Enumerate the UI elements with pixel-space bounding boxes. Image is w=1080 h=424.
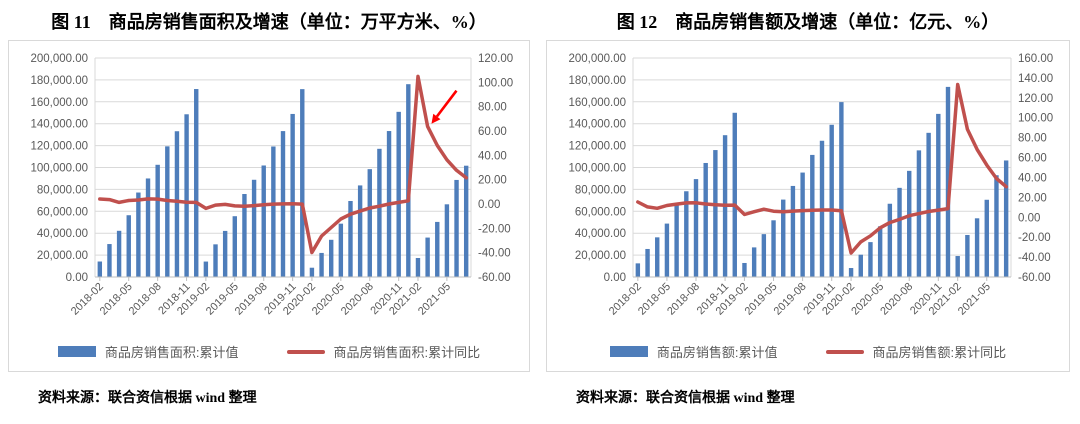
svg-text:120,000.00: 120,000.00 (30, 141, 88, 153)
figure-11-source-note: 资料来源：联合资信根据 wind 整理 (38, 391, 257, 406)
right-axis-labels: 160.00 140.00 120.00 100.00 80.00 60.00 40.00 2… (1018, 53, 1053, 284)
svg-text:-60.00: -60.00 (1018, 272, 1051, 284)
legend-item-yoy-growth: 商品房销售额:累计同比 (825, 342, 1007, 361)
svg-text:140,000.00: 140,000.00 (30, 119, 88, 131)
legend-label: 商品房销售额:累计同比 (872, 345, 1007, 360)
svg-text:140.00: 140.00 (1018, 73, 1053, 85)
figure-12: 图 12 商品房销售额及增速（单位：亿元、%） 200,000.00 180,00… (546, 4, 1070, 407)
svg-text:160,000.00: 160,000.00 (30, 97, 88, 109)
svg-text:-20.00: -20.00 (478, 223, 511, 235)
svg-text:2019-08: 2019-08 (772, 281, 809, 318)
yoy-trend-line (636, 82, 1008, 255)
bar-series-swatch (609, 346, 648, 357)
svg-text:-60.00: -60.00 (478, 272, 511, 284)
annotation-arrow (431, 89, 458, 124)
svg-text:80,000.00: 80,000.00 (575, 184, 626, 196)
bar-series-swatch (57, 346, 96, 357)
legend-label: 商品房销售面积:累计值 (104, 345, 239, 360)
figure-12-source-note: 资料来源：联合资信根据 wind 整理 (576, 391, 795, 406)
svg-text:2020-08: 2020-08 (339, 281, 376, 318)
svg-text:40,000.00: 40,000.00 (575, 228, 626, 240)
svg-text:40.00: 40.00 (478, 150, 507, 162)
legend-label: 商品房销售额:累计值 (656, 345, 778, 360)
svg-text:120.00: 120.00 (1018, 93, 1053, 105)
svg-text:60,000.00: 60,000.00 (575, 206, 626, 218)
svg-text:180,000.00: 180,000.00 (568, 75, 626, 87)
svg-text:120,000.00: 120,000.00 (568, 141, 626, 153)
left-axis-labels: 200,000.00 180,000.00 160,000.00 140,000.00… (568, 53, 626, 284)
svg-text:160,000.00: 160,000.00 (568, 97, 626, 109)
svg-text:20.00: 20.00 (1018, 192, 1047, 204)
figure-11-chart-box: 200,000.00 180,000.00 160,000.00 140,000.00… (8, 40, 530, 372)
x-axis-labels: 2018-022018-052018-082018-112019-022019-… (607, 281, 993, 318)
svg-text:100.00: 100.00 (1018, 113, 1053, 125)
svg-text:0.00: 0.00 (478, 199, 500, 211)
svg-text:100,000.00: 100,000.00 (568, 163, 626, 175)
svg-text:60,000.00: 60,000.00 (37, 206, 88, 218)
svg-text:100.00: 100.00 (478, 77, 513, 89)
svg-text:60.00: 60.00 (478, 126, 507, 138)
figure-11: 图 11 商品房销售面积及增速（单位：万平方米、%） 200,000.00 180… (8, 4, 530, 407)
sales-amount-chart-canvas: 200,000.00 180,000.00 160,000.00 140,000.00… (568, 53, 1053, 318)
figure-11-title: 图 11 商品房销售面积及增速（单位：万平方米、%） (51, 12, 487, 32)
svg-text:20,000.00: 20,000.00 (575, 250, 626, 262)
x-axis-labels: 2018-022018-052018-082018-112019-022019-… (69, 281, 453, 318)
svg-text:-40.00: -40.00 (478, 248, 511, 260)
svg-text:0.00: 0.00 (1018, 212, 1040, 224)
svg-text:2021-05: 2021-05 (416, 281, 453, 318)
svg-text:60.00: 60.00 (1018, 153, 1047, 165)
svg-text:100,000.00: 100,000.00 (30, 163, 88, 175)
legend-label: 商品房销售面积:累计同比 (333, 345, 481, 360)
svg-text:2021-05: 2021-05 (956, 281, 993, 318)
left-axis-labels: 200,000.00 180,000.00 160,000.00 140,000.00… (30, 53, 88, 284)
svg-text:0.00: 0.00 (66, 272, 88, 284)
legend-item-cumulative-value: 商品房销售面积:累计值 (57, 342, 239, 361)
svg-text:20.00: 20.00 (478, 175, 507, 187)
svg-text:80.00: 80.00 (1018, 133, 1047, 145)
svg-text:2018-08: 2018-08 (665, 281, 702, 318)
bar-series (635, 86, 1009, 277)
svg-text:200,000.00: 200,000.00 (568, 53, 626, 65)
svg-text:40.00: 40.00 (1018, 172, 1047, 184)
svg-text:20,000.00: 20,000.00 (37, 250, 88, 262)
svg-text:180,000.00: 180,000.00 (30, 75, 88, 87)
x-axis (633, 276, 1011, 281)
svg-text:-20.00: -20.00 (1018, 232, 1051, 244)
figure-12-legend: 商品房销售额:累计值 商品房销售额:累计同比 (547, 342, 1069, 361)
figure-12-title: 图 12 商品房销售额及增速（单位：亿元、%） (616, 12, 1000, 32)
x-axis (95, 276, 471, 281)
svg-text:2018-08: 2018-08 (127, 281, 164, 318)
yoy-trend-line (98, 74, 468, 255)
legend-item-cumulative-value: 商品房销售额:累计值 (609, 342, 778, 361)
svg-text:160.00: 160.00 (1018, 53, 1053, 65)
svg-text:2020-08: 2020-08 (878, 281, 915, 318)
right-axis-labels: 120.00 100.00 80.00 60.00 40.00 20.00 0.00 -20.… (478, 53, 513, 284)
svg-text:80,000.00: 80,000.00 (37, 184, 88, 196)
line-series-swatch (825, 349, 864, 354)
svg-text:200,000.00: 200,000.00 (30, 53, 88, 65)
legend-item-yoy-growth: 商品房销售面积:累计同比 (286, 342, 481, 361)
sales-area-chart-canvas: 200,000.00 180,000.00 160,000.00 140,000.00… (30, 53, 513, 318)
bar-series (97, 84, 469, 277)
svg-text:0.00: 0.00 (604, 272, 626, 284)
line-series-swatch (286, 349, 325, 354)
figure-11-legend: 商品房销售面积:累计值 商品房销售面积:累计同比 (9, 342, 529, 361)
svg-text:80.00: 80.00 (478, 102, 507, 114)
figures-row: 图 11 商品房销售面积及增速（单位：万平方米、%） 200,000.00 180… (8, 4, 1070, 407)
svg-text:-40.00: -40.00 (1018, 252, 1051, 264)
svg-text:140,000.00: 140,000.00 (568, 119, 626, 131)
svg-text:120.00: 120.00 (478, 53, 513, 65)
figure-12-chart-box: 200,000.00 180,000.00 160,000.00 140,000.00… (546, 40, 1070, 372)
svg-text:40,000.00: 40,000.00 (37, 228, 88, 240)
svg-text:2019-08: 2019-08 (233, 281, 270, 318)
